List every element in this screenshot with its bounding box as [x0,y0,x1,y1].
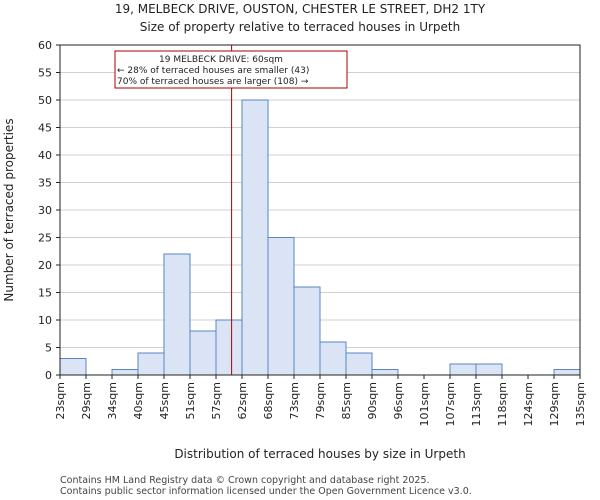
bar-73sqm [293,286,321,376]
y-tick-label: 15 [38,287,52,300]
bar-85sqm [345,352,373,376]
y-tick-label: 50 [38,94,52,107]
bar-23sqm [59,358,87,376]
x-tick-label: 29sqm [80,382,93,419]
x-tick-label: 124sqm [522,382,535,426]
x-tick-label: 96sqm [392,382,405,419]
x-axis-label: Distribution of terraced houses by size … [174,447,465,461]
bar-68sqm [267,237,295,376]
bar-51sqm [189,330,217,376]
annotation-box: 19 MELBECK DRIVE: 60sqm ← 28% of terrace… [114,50,348,89]
x-tick-label: 51sqm [184,382,197,419]
bar-57sqm [215,319,243,376]
y-tick-label: 55 [38,67,52,80]
x-tick-label: 129sqm [548,382,561,426]
x-tick-label: 85sqm [340,382,353,419]
annotation-line2: ← 28% of terraced houses are smaller (43… [117,66,309,76]
x-tick-label: 101sqm [418,382,431,426]
bar-45sqm [163,253,191,376]
bar-62sqm [241,99,269,376]
x-tick-label: 113sqm [470,382,483,426]
x-tick-label: 62sqm [236,382,249,419]
y-tick-label: 0 [45,369,52,382]
x-tick-label: 57sqm [210,382,223,419]
y-tick-label: 40 [38,149,52,162]
bar-107sqm [449,363,477,376]
bar-90sqm [371,369,399,376]
y-tick-label: 35 [38,177,52,190]
x-tick-label: 45sqm [158,382,171,419]
y-tick-label: 60 [38,39,52,52]
x-tick-label: 34sqm [106,382,119,419]
y-tick-label: 30 [38,204,52,217]
x-tick-label: 90sqm [366,382,379,419]
y-axis-label: Number of terraced properties [2,118,16,301]
y-tick-label: 20 [38,259,52,272]
bar-129sqm [553,369,581,376]
y-tick-label: 25 [38,232,52,245]
y-axis-ticks: 0 5 10 15 20 25 30 35 40 45 50 55 60 [38,39,60,382]
x-tick-label: 40sqm [132,382,145,419]
footer-line2: Contains public sector information licen… [60,486,472,497]
annotation-line1: 19 MELBECK DRIVE: 60sqm [159,55,283,65]
x-tick-label: 135sqm [574,382,587,426]
x-tick-label: 68sqm [262,382,275,419]
y-tick-label: 10 [38,314,52,327]
annotation-box-frame [114,50,348,89]
bar-40sqm [137,352,165,376]
bar-79sqm [319,341,347,376]
bar-34sqm [111,369,139,376]
chart-title-line1: 19, MELBECK DRIVE, OUSTON, CHESTER LE ST… [115,2,486,16]
x-tick-label: 23sqm [54,382,67,419]
footer-line1: Contains HM Land Registry data © Crown c… [60,475,430,486]
chart-title-line2: Size of property relative to terraced ho… [140,20,461,34]
bar-113sqm [475,363,503,376]
x-tick-label: 107sqm [444,382,457,426]
x-tick-label: 73sqm [288,382,301,419]
y-tick-label: 5 [45,342,52,355]
annotation-line3: 70% of terraced houses are larger (108) … [117,77,309,87]
y-tick-label: 45 [38,122,52,135]
plot-frame [59,44,581,376]
x-axis-ticks: 23sqm 29sqm 34sqm 40sqm 45sqm 51sqm 57sqm 62sqm… [54,375,587,426]
x-tick-label: 118sqm [496,382,509,426]
x-tick-label: 79sqm [314,382,327,419]
